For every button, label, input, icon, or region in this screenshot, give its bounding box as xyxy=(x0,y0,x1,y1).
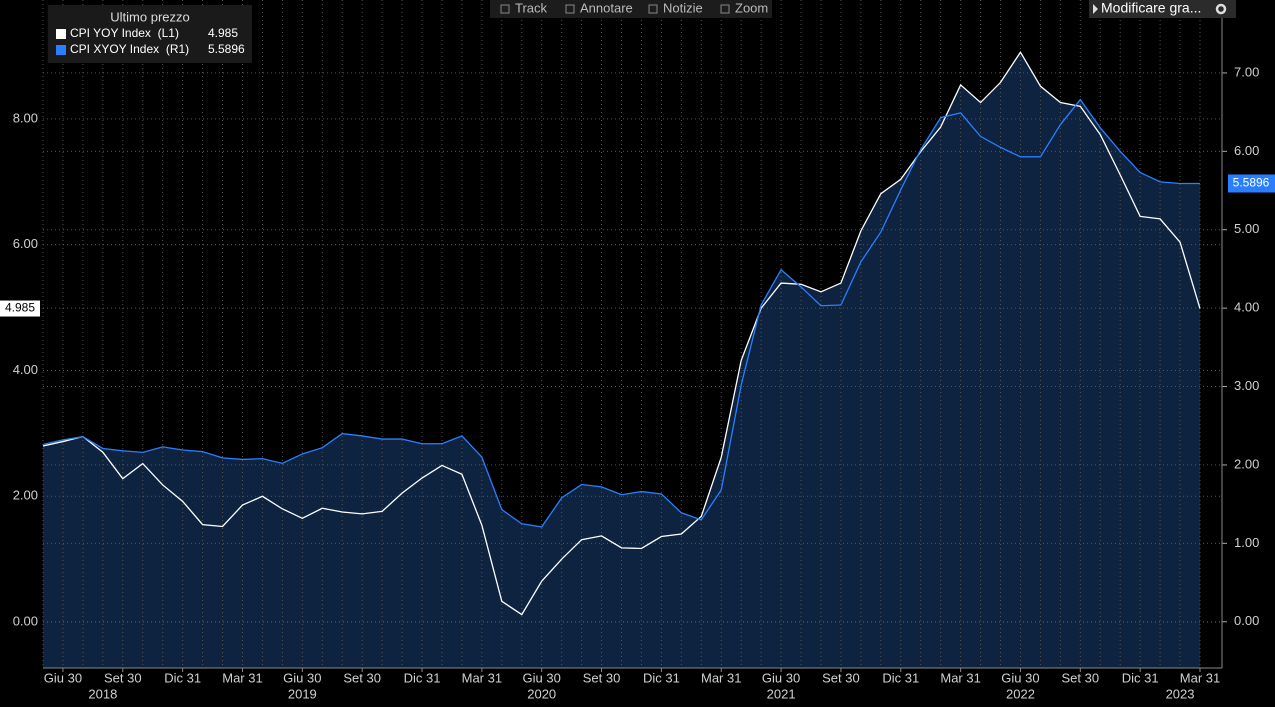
toolbar-icon[interactable] xyxy=(720,4,730,14)
toolbar xyxy=(490,0,772,18)
legend-swatch xyxy=(56,45,66,55)
x-tick-label: Set 30 xyxy=(104,670,142,685)
year-label: 2023 xyxy=(1166,686,1195,701)
y2-tick-label: 6.00 xyxy=(1234,143,1259,158)
x-tick-label: Dic 31 xyxy=(1122,670,1159,685)
x-tick-label: Dic 31 xyxy=(404,670,441,685)
x-tick-label: Giu 30 xyxy=(283,670,321,685)
year-label: 2019 xyxy=(288,686,317,701)
x-tick-label: Giu 30 xyxy=(44,670,82,685)
last-value-label: 4.985 xyxy=(5,301,35,315)
y2-tick-label: 7.00 xyxy=(1234,64,1259,79)
toolbar-icon[interactable] xyxy=(565,4,575,14)
edit-arrow xyxy=(1093,4,1098,14)
legend-swatch xyxy=(56,29,66,39)
series-line xyxy=(42,98,1201,528)
series-line xyxy=(42,50,1201,616)
edit-button-bg[interactable] xyxy=(1089,0,1236,18)
y-tick-label: 6.00 xyxy=(13,236,38,251)
last-value-flag xyxy=(1228,174,1275,193)
x-tick-label: Mar 31 xyxy=(1180,670,1220,685)
x-tick-label: Mar 31 xyxy=(940,670,980,685)
x-tick-label: Mar 31 xyxy=(222,670,262,685)
x-tick-label: Set 30 xyxy=(583,670,621,685)
y2-tick-label: 4.00 xyxy=(1234,300,1259,315)
year-label: 2018 xyxy=(88,686,117,701)
toolbar-icon[interactable] xyxy=(648,4,658,14)
year-label: 2020 xyxy=(527,686,556,701)
legend-label: CPI YOY Index (L1) xyxy=(70,26,179,40)
toolbar-button[interactable]: Track xyxy=(515,0,548,15)
last-value-label: 5.5896 xyxy=(1233,176,1270,190)
y2-tick-label: 0.00 xyxy=(1234,613,1259,628)
x-tick-label: Giu 30 xyxy=(762,670,800,685)
settings-icon[interactable] xyxy=(1215,3,1227,15)
y2-tick-label: 5.00 xyxy=(1234,221,1259,236)
y2-tick-label: 1.00 xyxy=(1234,535,1259,550)
edit-button[interactable]: Modificare gra... xyxy=(1101,0,1201,16)
legend-value: 5.5896 xyxy=(208,42,245,56)
legend-title: Ultimo prezzo xyxy=(110,9,189,24)
x-tick-label: Dic 31 xyxy=(882,670,919,685)
area xyxy=(43,99,1200,669)
x-tick-label: Set 30 xyxy=(1062,670,1100,685)
x-tick-label: Mar 31 xyxy=(701,670,741,685)
y2-tick-label: 2.00 xyxy=(1234,456,1259,471)
x-tick-label: Dic 31 xyxy=(164,670,201,685)
y-tick-label: 8.00 xyxy=(13,110,38,125)
y-tick-label: 2.00 xyxy=(13,488,38,503)
last-value-flag xyxy=(0,300,40,317)
y2-tick-label: 3.00 xyxy=(1234,378,1259,393)
toolbar-button[interactable]: Annotare xyxy=(580,0,633,15)
toolbar-icon[interactable] xyxy=(500,4,510,14)
x-tick-label: Giu 30 xyxy=(523,670,561,685)
x-tick-label: Dic 31 xyxy=(643,670,680,685)
x-tick-label: Mar 31 xyxy=(462,670,502,685)
x-tick-label: Set 30 xyxy=(343,670,381,685)
x-tick-label: Set 30 xyxy=(822,670,860,685)
legend-box xyxy=(48,5,252,63)
year-label: 2021 xyxy=(767,686,796,701)
y-tick-label: 0.00 xyxy=(13,614,38,629)
year-label: 2022 xyxy=(1006,686,1035,701)
x-tick-label: Giu 30 xyxy=(1001,670,1039,685)
y-tick-label: 4.00 xyxy=(13,362,38,377)
legend-label: CPI XYOY Index (R1) xyxy=(70,42,189,56)
legend-value: 4.985 xyxy=(208,26,238,40)
toolbar-button[interactable]: Zoom xyxy=(735,0,768,15)
toolbar-button[interactable]: Notizie xyxy=(663,0,703,15)
